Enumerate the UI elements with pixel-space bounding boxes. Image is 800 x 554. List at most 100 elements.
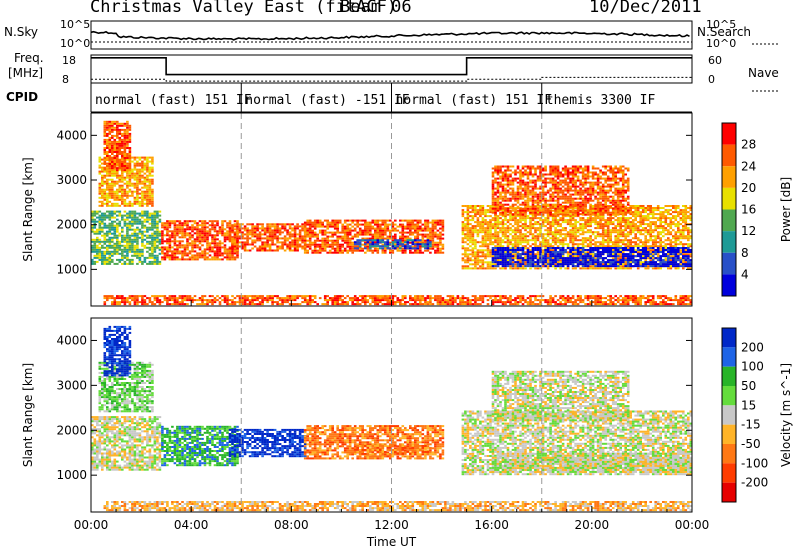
power-echo-cell bbox=[148, 248, 152, 251]
power-echo-cell bbox=[474, 255, 477, 258]
power-echo-cell bbox=[536, 217, 540, 220]
power-echo-cell bbox=[569, 235, 572, 238]
power-echo-cell bbox=[236, 237, 239, 240]
power-echo-cell bbox=[336, 245, 339, 248]
power-echo-cell bbox=[323, 247, 327, 250]
power-echo-cell bbox=[161, 242, 164, 245]
power-echo-cell bbox=[569, 211, 572, 214]
power-echo-cell bbox=[316, 225, 319, 228]
power-echo-cell bbox=[111, 232, 114, 235]
power-echo-cell bbox=[534, 241, 537, 244]
power-echo-cell bbox=[486, 267, 490, 270]
power-echo-cell bbox=[338, 245, 342, 248]
power-echo-cell bbox=[466, 207, 470, 209]
power-echo-cell bbox=[106, 186, 109, 189]
power-echo-cell bbox=[639, 219, 642, 222]
power-echo-cell bbox=[221, 226, 224, 229]
power-echo-cell bbox=[103, 232, 107, 235]
power-echo-cell bbox=[589, 235, 592, 238]
power-echo-cell bbox=[404, 235, 407, 238]
power-echo-cell bbox=[524, 261, 527, 264]
power-echo-cell bbox=[141, 252, 144, 255]
power-echo-cell bbox=[103, 161, 107, 163]
power-echo-cell bbox=[118, 234, 122, 237]
power-echo-cell bbox=[276, 245, 279, 248]
power-echo-cell bbox=[369, 239, 372, 242]
power-echo-cell bbox=[509, 227, 512, 230]
power-echo-cell bbox=[233, 248, 237, 251]
power-echo-cell bbox=[662, 215, 665, 218]
power-echo-cell bbox=[321, 243, 324, 246]
power-echo-cell bbox=[391, 223, 395, 226]
power-echo-cell bbox=[677, 267, 680, 270]
power-echo-cell bbox=[173, 230, 177, 233]
power-echo-cell bbox=[501, 219, 505, 222]
power-echo-cell bbox=[476, 267, 480, 270]
power-echo-cell bbox=[499, 239, 502, 242]
power-echo-cell bbox=[574, 247, 577, 250]
power-echo-cell bbox=[581, 267, 585, 270]
power-echo-cell bbox=[128, 248, 132, 251]
power-echo-cell bbox=[343, 231, 347, 234]
power-echo-cell bbox=[123, 122, 127, 125]
power-echo-cell bbox=[461, 247, 465, 250]
power-echo-cell bbox=[153, 236, 157, 239]
power-echo-cell bbox=[108, 165, 112, 167]
power-echo-cell bbox=[489, 233, 492, 236]
power-echo-cell bbox=[136, 174, 139, 177]
power-echo-cell bbox=[471, 263, 475, 266]
power-echo-cell bbox=[173, 256, 177, 259]
power-echo-cell bbox=[684, 207, 688, 209]
power-echo-cell bbox=[664, 211, 668, 214]
power-echo-cell bbox=[151, 238, 154, 241]
power-echo-cell bbox=[401, 225, 405, 228]
power-echo-cell bbox=[336, 239, 339, 242]
power-echo-cell bbox=[439, 241, 442, 244]
power-echo-cell bbox=[141, 204, 144, 207]
power-echo-cell bbox=[496, 215, 500, 218]
cpid-segment-label: normal (fast) 151 IF bbox=[95, 93, 252, 108]
power-echo-cell bbox=[108, 246, 112, 249]
power-echo-cell bbox=[521, 211, 525, 214]
power-echo-cell bbox=[649, 207, 652, 209]
power-echo-cell bbox=[138, 196, 142, 199]
power-echo-cell bbox=[341, 243, 344, 246]
power-echo-cell bbox=[198, 246, 202, 249]
power-echo-cell bbox=[461, 253, 465, 256]
power-echo-cell bbox=[594, 257, 597, 260]
power-echo-cell bbox=[311, 223, 314, 226]
power-echo-cell bbox=[376, 233, 380, 236]
power-echo-cell bbox=[429, 221, 432, 224]
power-echo-cell bbox=[426, 221, 430, 224]
power-echo-cell bbox=[106, 144, 109, 147]
power-echo-cell bbox=[441, 245, 445, 248]
power-echo-cell bbox=[116, 153, 119, 155]
power-echo-cell bbox=[667, 217, 670, 220]
power-echo-cell bbox=[644, 239, 647, 242]
power-echo-cell bbox=[106, 216, 109, 219]
power-echo-cell bbox=[381, 251, 385, 254]
power-echo-cell bbox=[461, 231, 465, 234]
power-echo-cell bbox=[554, 215, 557, 218]
power-echo-cell bbox=[421, 229, 425, 232]
power-echo-cell bbox=[466, 253, 470, 256]
power-echo-cell bbox=[203, 224, 207, 227]
power-echo-cell bbox=[128, 126, 132, 129]
power-echo-cell bbox=[484, 213, 487, 216]
power-echo-cell bbox=[148, 190, 152, 193]
power-echo-cell bbox=[539, 229, 542, 232]
power-echo-cell bbox=[291, 223, 294, 226]
power-echo-cell bbox=[106, 232, 109, 235]
power-echo-cell bbox=[554, 223, 557, 226]
power-echo-cell bbox=[406, 223, 410, 226]
power-echo-cell bbox=[181, 256, 184, 259]
power-echo-cell bbox=[151, 224, 154, 227]
power-echo-cell bbox=[101, 174, 104, 177]
power-echo-cell bbox=[496, 259, 500, 262]
power-echo-cell bbox=[364, 223, 367, 226]
power-echo-cell bbox=[479, 249, 482, 252]
power-echo-cell bbox=[111, 192, 114, 195]
power-echo-cell bbox=[494, 205, 497, 207]
power-echo-cell bbox=[599, 245, 602, 248]
power-echo-cell bbox=[286, 229, 289, 232]
